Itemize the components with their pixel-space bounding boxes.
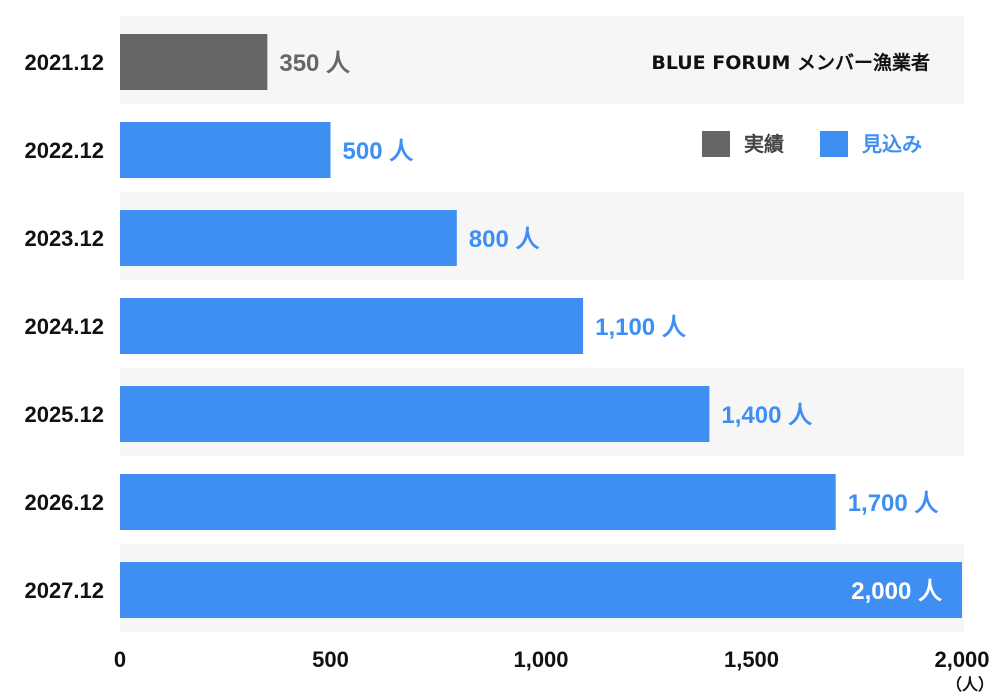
x-tick-label: 1,500: [724, 647, 779, 672]
value-label: 1,100 人: [595, 314, 686, 341]
bars: [120, 34, 962, 618]
category-label: 2027.12: [24, 578, 104, 603]
value-label: 500 人: [343, 138, 414, 165]
bar-2027.12: [120, 562, 962, 618]
value-label: 350 人: [279, 50, 350, 77]
category-label: 2025.12: [24, 402, 104, 427]
bar-2024.12: [120, 298, 584, 354]
value-label: 1,400 人: [721, 402, 812, 429]
category-label: 2024.12: [24, 314, 104, 339]
value-label: 1,700 人: [848, 490, 939, 517]
value-labels: 350 人 500 人 800 人 1,100 人 1,400 人 1,700 人 2,00…: [279, 50, 942, 605]
legend-swatch-actual: [702, 131, 730, 157]
value-label: 800 人: [469, 226, 540, 253]
bar-2026.12: [120, 474, 836, 530]
x-axis-ticks: 0 500 1,000 1,500 2,000: [114, 647, 990, 672]
x-tick-label: 2,000: [934, 647, 989, 672]
legend-label-forecast: 見込み: [862, 132, 922, 156]
bar-2021.12: [120, 34, 268, 90]
category-label: 2023.12: [24, 226, 104, 251]
legend-label-actual: 実績: [744, 132, 784, 156]
category-label: 2026.12: [24, 490, 104, 515]
category-labels: 2021.12 2022.12 2023.12 2024.12 2025.12 2026.…: [24, 50, 104, 603]
category-label: 2022.12: [24, 138, 104, 163]
bar-2025.12: [120, 386, 710, 442]
value-label: 2,000 人: [851, 578, 942, 605]
x-tick-label: 1,000: [513, 647, 568, 672]
x-axis-unit: （人）: [946, 675, 994, 694]
bar-2022.12: [120, 122, 331, 178]
x-tick-label: 500: [312, 647, 349, 672]
category-label: 2021.12: [24, 50, 104, 75]
x-tick-label: 0: [114, 647, 126, 672]
legend-swatch-forecast: [820, 131, 848, 157]
bar-2023.12: [120, 210, 457, 266]
chart-title: BLUE FORUM メンバー漁業者: [651, 51, 930, 74]
legend: 実績 見込み: [702, 131, 922, 157]
